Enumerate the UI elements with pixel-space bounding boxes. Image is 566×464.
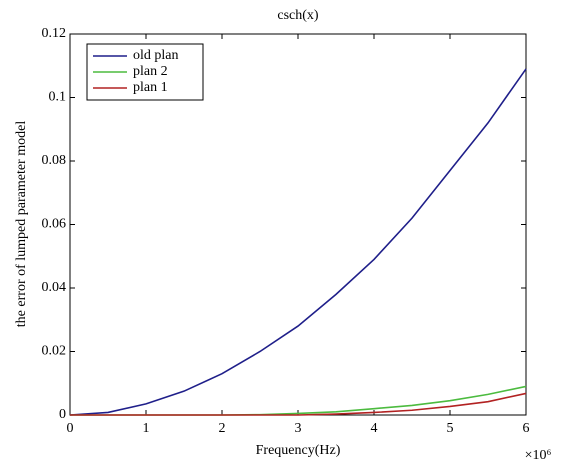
y-tick-label: 0.12 [42, 26, 67, 41]
x-tick-label: 5 [447, 421, 454, 436]
y-tick-label: 0.06 [42, 217, 67, 232]
x-tick-label: 1 [143, 421, 150, 436]
y-tick-label: 0.1 [49, 90, 67, 105]
x-axis-label: Frequency(Hz) [256, 443, 341, 458]
line-series [69, 68, 527, 416]
y-tick-label: 0.04 [42, 280, 67, 295]
x-tick-label: 0 [67, 421, 74, 436]
y-tick-label: 0.08 [42, 153, 67, 168]
line-series [70, 392, 527, 416]
chart-title: csch(x) [277, 8, 319, 23]
legend-label: plan 1 [133, 80, 168, 95]
x-multiplier: ×10⁶ [525, 448, 552, 463]
x-tick-label: 4 [371, 421, 378, 436]
x-tick-label: 2 [219, 421, 226, 436]
y-tick-label: 0.02 [42, 344, 67, 359]
legend-label: old plan [133, 48, 179, 63]
x-tick-label: 3 [295, 421, 302, 436]
y-axis-label: the error of lumped parameter model [14, 121, 29, 328]
legend-label: plan 2 [133, 64, 168, 79]
x-tick-label: 6 [523, 421, 530, 436]
y-tick-label: 0 [59, 407, 66, 422]
